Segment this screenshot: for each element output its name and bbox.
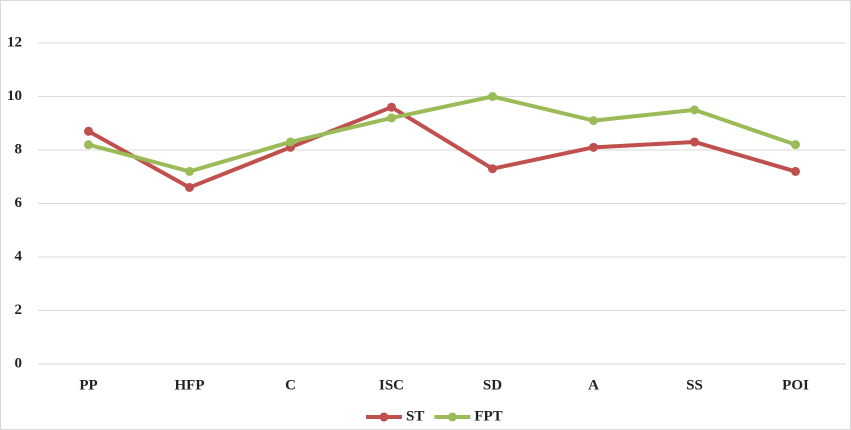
- x-tick-label: SD: [483, 377, 502, 393]
- series-line: [87, 105, 797, 190]
- point: [690, 137, 699, 147]
- y-tick-label: 0: [15, 355, 23, 371]
- x-tick-label: PP: [79, 377, 97, 393]
- y-tick-label: 12: [7, 34, 22, 50]
- y-tick-label: 8: [15, 141, 23, 157]
- legend-marker: [447, 412, 457, 422]
- y-tick-label: 2: [15, 302, 23, 318]
- point: [488, 164, 497, 174]
- legend-marker: [379, 412, 389, 422]
- point: [589, 116, 598, 126]
- series-line: [87, 94, 797, 174]
- point: [387, 102, 396, 112]
- x-tick-label: ISC: [379, 377, 404, 393]
- point: [387, 113, 396, 123]
- point: [791, 140, 800, 150]
- point: [589, 142, 598, 152]
- y-tick-label: 10: [7, 88, 22, 104]
- point: [690, 105, 699, 115]
- point: [488, 92, 497, 101]
- x-tick-label: HFP: [175, 377, 205, 393]
- legend-label: FPT: [474, 408, 502, 424]
- x-tick-label: C: [285, 377, 296, 393]
- point: [185, 166, 194, 176]
- y-tick-label: 6: [15, 195, 23, 211]
- legend-label: ST: [406, 408, 424, 424]
- point: [791, 166, 800, 176]
- point: [185, 182, 194, 192]
- point: [84, 126, 93, 136]
- x-tick-label: A: [588, 377, 599, 393]
- x-tick-label: SS: [686, 377, 703, 393]
- point: [84, 140, 93, 150]
- y-tick-label: 4: [15, 248, 23, 264]
- x-tick-label: POI: [782, 377, 809, 393]
- point: [286, 137, 295, 147]
